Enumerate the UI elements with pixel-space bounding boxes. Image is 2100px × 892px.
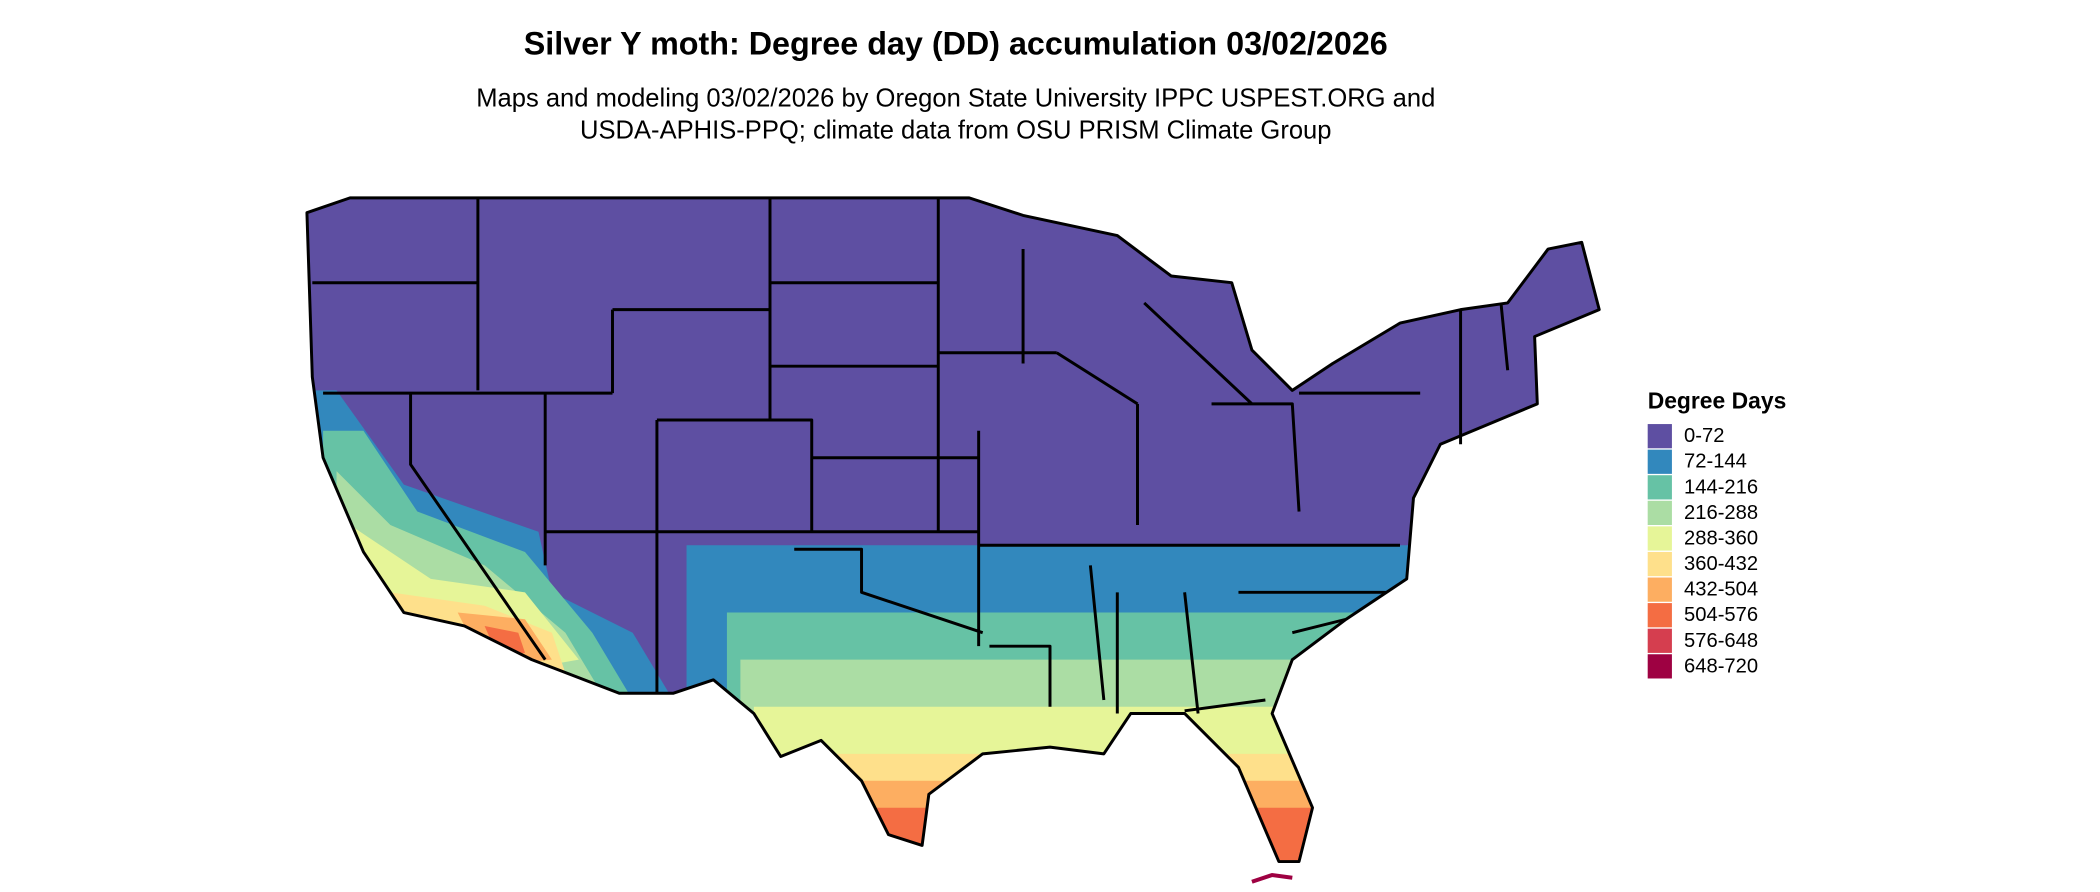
legend-swatch [1647, 475, 1672, 500]
legend-label: 144-216 [1684, 476, 1758, 498]
dd-zone [861, 807, 1427, 862]
legend-label: 504-576 [1684, 604, 1758, 626]
map-subtitle: USDA-APHIS-PPQ; climate data from OSU PR… [580, 117, 1331, 145]
legend-label: 576-648 [1684, 630, 1758, 652]
dd-zone [753, 706, 1427, 862]
legend-label: 360-432 [1684, 553, 1758, 575]
legend-label: 216-288 [1684, 502, 1758, 524]
legend-label: 432-504 [1684, 579, 1758, 601]
legend-swatch [1647, 603, 1672, 628]
dd-zone [740, 659, 1427, 862]
legend-swatch [1647, 500, 1672, 526]
legend-swatch [1647, 654, 1672, 679]
legend-swatch [1647, 628, 1672, 653]
legend-label: 288-360 [1684, 527, 1758, 549]
legend-label: 0-72 [1684, 425, 1724, 447]
legend-swatch [1647, 449, 1672, 474]
map-title: Silver Y moth: Degree day (DD) accumulat… [524, 25, 1388, 61]
legend-swatch [1647, 424, 1672, 449]
legend-label: 648-720 [1684, 655, 1758, 677]
legend: Degree Days 0-72 72-144 144-216 216-288 288-… [1647, 388, 1787, 679]
legend-label: 72-144 [1684, 451, 1747, 473]
state-borders [305, 196, 1601, 864]
legend-title: Degree Days [1648, 388, 1787, 414]
legend-swatch [1647, 551, 1672, 577]
dd-zone-keys [1251, 872, 1293, 884]
legend-swatch [1647, 577, 1672, 602]
legend-swatch [1647, 526, 1672, 551]
map-subtitle: Maps and modeling 03/02/2026 by Oregon S… [476, 84, 1435, 112]
